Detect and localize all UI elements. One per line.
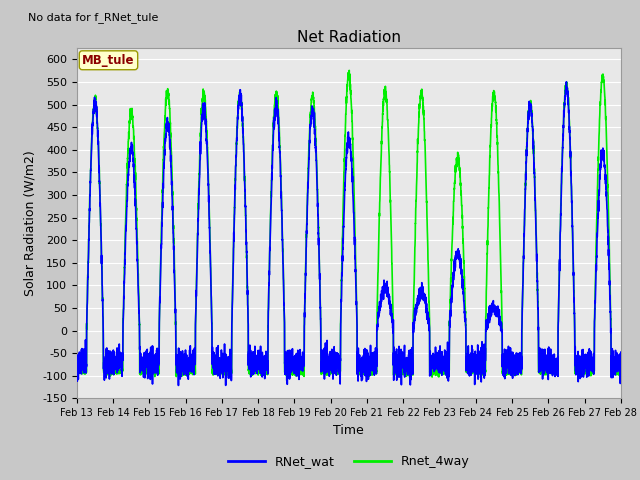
RNet_wat — [175, 383, 182, 388]
Rnet_4way — [328, 368, 336, 373]
Rnet_4way — [346, 68, 353, 73]
Text: MB_tule: MB_tule — [82, 54, 135, 67]
Rnet_4way — [73, 368, 81, 373]
RNet_wat — [502, 357, 509, 362]
RNet_wat — [616, 381, 624, 386]
Title: Net Radiation: Net Radiation — [297, 30, 401, 46]
Rnet_4way — [617, 369, 625, 374]
Rnet_4way — [441, 365, 449, 371]
RNet_wat — [329, 351, 337, 357]
Rnet_4way — [471, 369, 479, 374]
Text: No data for f_RNet_tule: No data for f_RNet_tule — [28, 12, 158, 23]
RNet_wat — [73, 358, 81, 363]
Line: Rnet_4way: Rnet_4way — [77, 71, 621, 377]
Rnet_4way — [502, 367, 509, 373]
Rnet_4way — [428, 374, 436, 380]
RNet_wat — [563, 79, 570, 84]
Rnet_4way — [171, 270, 179, 276]
Rnet_4way — [616, 368, 624, 374]
RNet_wat — [171, 280, 179, 286]
Line: RNet_wat: RNet_wat — [77, 82, 621, 385]
X-axis label: Time: Time — [333, 424, 364, 437]
RNet_wat — [617, 349, 625, 355]
Y-axis label: Solar Radiation (W/m2): Solar Radiation (W/m2) — [24, 150, 36, 296]
Legend: RNet_wat, Rnet_4way: RNet_wat, Rnet_4way — [223, 450, 475, 473]
RNet_wat — [471, 382, 479, 387]
RNet_wat — [441, 364, 449, 370]
